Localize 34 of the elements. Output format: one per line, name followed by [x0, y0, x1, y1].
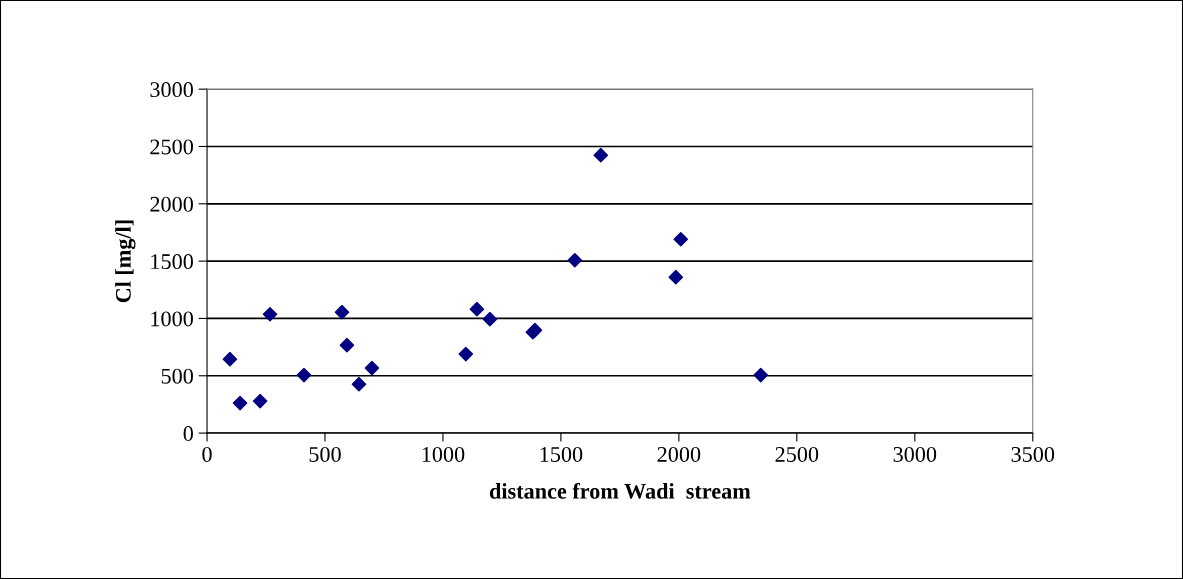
x-tick-label: 0: [202, 446, 212, 462]
x-tick-label: 3500: [1011, 446, 1055, 462]
y-tick-label: 3000: [150, 82, 193, 98]
point: [458, 346, 474, 362]
x-axis-title: distance from Wadi stream: [489, 482, 751, 499]
point: [593, 147, 609, 163]
y-tick-label: 0: [183, 426, 193, 442]
point: [351, 376, 367, 392]
point: [296, 367, 312, 383]
point: [567, 252, 583, 268]
y-axis-title: Cl [mg/l]: [115, 220, 136, 303]
point: [252, 393, 268, 409]
point: [339, 337, 355, 353]
point: [469, 301, 485, 317]
point: [262, 306, 278, 322]
y-tick-label: 500: [161, 368, 193, 384]
y-tick-label: 1000: [151, 311, 193, 327]
x-tick-label: 500: [309, 446, 341, 462]
x-tick-label: 1500: [540, 446, 583, 462]
point: [334, 304, 350, 320]
point: [753, 367, 769, 383]
x-tick-label: 2000: [657, 446, 701, 462]
point: [364, 360, 380, 376]
y-tick-label: 2000: [150, 196, 193, 212]
point: [673, 231, 689, 247]
point: [668, 269, 684, 285]
point: [232, 395, 248, 411]
y-tick-label: 2500: [150, 139, 193, 155]
y-tick-label: 1500: [151, 254, 193, 270]
point: [482, 311, 498, 327]
x-tick-label: 2500: [775, 446, 819, 462]
x-tick-label: 3000: [893, 446, 937, 462]
point: [222, 351, 238, 367]
x-tick-label: 1000: [422, 446, 465, 462]
